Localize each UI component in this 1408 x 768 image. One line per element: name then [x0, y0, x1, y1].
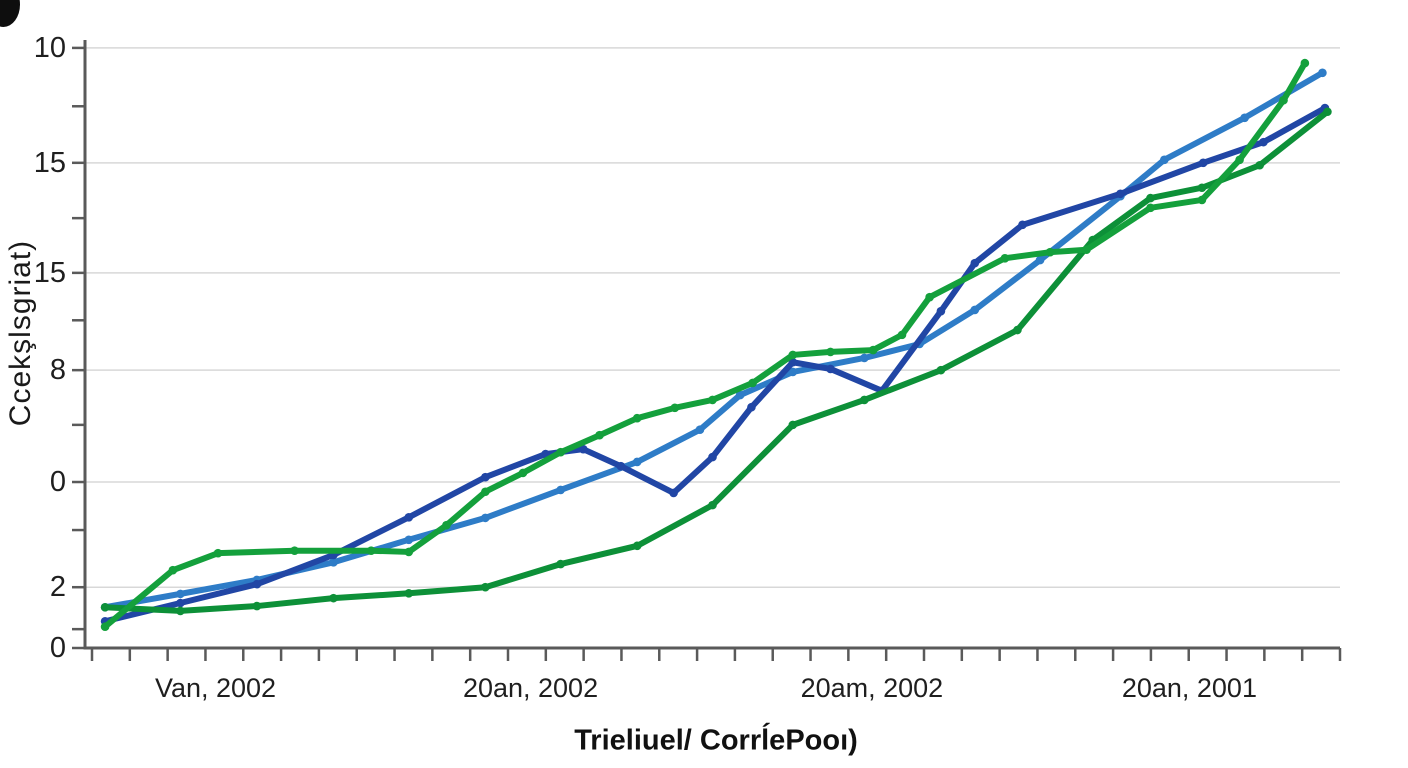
- series-marker-green-dark: [556, 559, 565, 569]
- series-marker-green-bright: [168, 565, 178, 575]
- series-marker-green-bright: [1300, 58, 1310, 68]
- y-tick-label: 15: [34, 257, 66, 289]
- series-marker-navy: [1198, 158, 1208, 168]
- y-tick-label: 15: [34, 147, 66, 179]
- series-marker-green-bright: [404, 547, 414, 557]
- series-marker-green-bright: [556, 447, 565, 457]
- series-marker-green-bright: [1045, 247, 1055, 257]
- series-marker-navy: [481, 472, 490, 482]
- series-marker-green-dark: [1146, 193, 1155, 203]
- series-marker-green-bright: [1146, 203, 1155, 213]
- series-marker-green-bright: [826, 347, 835, 357]
- series-marker-navy: [826, 364, 835, 374]
- y-tick-label: 10: [34, 32, 66, 64]
- series-marker-green-dark: [176, 606, 185, 616]
- series-marker-green-dark: [481, 582, 490, 592]
- series-marker-navy: [970, 258, 980, 268]
- x-axis-title: Trieliuel/ CorrĺePooı): [574, 724, 858, 757]
- series-marker-light-blue: [788, 367, 798, 377]
- series-marker-green-bright: [925, 292, 934, 302]
- y-axis-title: Ccekşlsgriat): [4, 239, 37, 427]
- x-tick-label: 20an, 2001: [1122, 673, 1257, 703]
- series-marker-green-bright: [1082, 245, 1091, 255]
- series-marker-navy: [936, 306, 946, 316]
- series-marker-green-bright: [518, 468, 528, 478]
- series-line-light-blue: [102, 69, 1326, 611]
- y-tick-label: 8: [50, 354, 66, 386]
- series-marker-green-dark: [788, 420, 798, 430]
- series-marker-green-bright: [670, 403, 680, 413]
- series-marker-green-bright: [1000, 253, 1010, 263]
- series-marker-green-dark: [404, 588, 414, 598]
- series-marker-navy: [616, 461, 626, 471]
- series-marker-green-bright: [632, 413, 642, 423]
- series-marker-green-bright: [1279, 95, 1288, 105]
- series-marker-green-dark: [252, 601, 262, 611]
- series-marker-green-bright: [213, 548, 223, 558]
- series-marker-light-blue: [1160, 155, 1169, 165]
- series-marker-light-blue: [556, 485, 565, 495]
- series-marker-green-bright: [442, 520, 451, 530]
- series-marker-navy: [1259, 137, 1268, 147]
- series-marker-light-blue: [735, 390, 745, 400]
- series-marker-light-blue: [860, 353, 869, 363]
- series-marker-green-bright: [788, 350, 798, 360]
- series-marker-navy: [708, 452, 717, 462]
- series-marker-light-blue: [970, 305, 980, 315]
- x-tick-label: Van, 2002: [155, 673, 276, 703]
- axis-lines: [83, 40, 1340, 650]
- series-marker-green-dark: [1197, 183, 1207, 193]
- series-marker-navy: [252, 579, 262, 589]
- series-marker-green-dark: [1323, 107, 1332, 117]
- series-marker-green-bright: [868, 345, 878, 355]
- y-tick-label: 0: [50, 466, 66, 498]
- series-marker-green-bright: [481, 487, 490, 497]
- series-line-green-dark: [102, 108, 1331, 614]
- series-marker-light-blue: [481, 513, 490, 523]
- series-marker-green-bright: [290, 546, 299, 556]
- series-marker-navy: [404, 512, 414, 522]
- series-marker-light-blue: [404, 535, 414, 545]
- x-tick-label: 20am, 2002: [801, 673, 944, 703]
- series-marker-navy: [669, 488, 678, 498]
- series-marker-navy: [747, 402, 756, 412]
- series-marker-green-bright: [1235, 155, 1244, 165]
- series-marker-navy: [1018, 220, 1027, 230]
- series-line-green-bright: [102, 60, 1308, 630]
- series-marker-green-bright: [748, 378, 757, 388]
- x-tick-label: 20an, 2002: [463, 673, 598, 703]
- series-marker-light-blue: [695, 425, 705, 435]
- corner-artifact: [0, 0, 20, 27]
- series-marker-green-dark: [1013, 325, 1022, 335]
- series-marker-green-bright: [1197, 195, 1207, 205]
- series-marker-green-dark: [100, 602, 110, 612]
- series-marker-green-bright: [366, 546, 376, 556]
- series-marker-green-bright: [708, 395, 717, 405]
- y-tick-label: 0: [50, 632, 66, 664]
- series-marker-green-dark: [860, 395, 869, 405]
- series-marker-green-dark: [936, 365, 946, 375]
- series-marker-light-blue: [1318, 68, 1327, 78]
- series-marker-light-blue: [329, 557, 338, 567]
- series-marker-green-dark: [1255, 160, 1264, 170]
- series-marker-green-bright: [897, 330, 907, 340]
- series-marker-green-bright: [100, 622, 110, 632]
- series-line-navy: [102, 105, 1328, 625]
- series-marker-green-bright: [595, 430, 604, 440]
- series-marker-green-dark: [708, 500, 717, 510]
- series-marker-light-blue: [176, 589, 185, 599]
- series-marker-navy: [578, 444, 588, 454]
- y-tick-label: 2: [50, 571, 66, 603]
- series-marker-green-dark: [329, 593, 338, 603]
- series-marker-navy: [176, 598, 185, 608]
- series-marker-light-blue: [632, 457, 642, 467]
- series-marker-green-dark: [632, 541, 642, 551]
- series-marker-light-blue: [1035, 255, 1045, 265]
- series-marker-light-blue: [1240, 113, 1249, 123]
- series-marker-navy: [1116, 189, 1125, 199]
